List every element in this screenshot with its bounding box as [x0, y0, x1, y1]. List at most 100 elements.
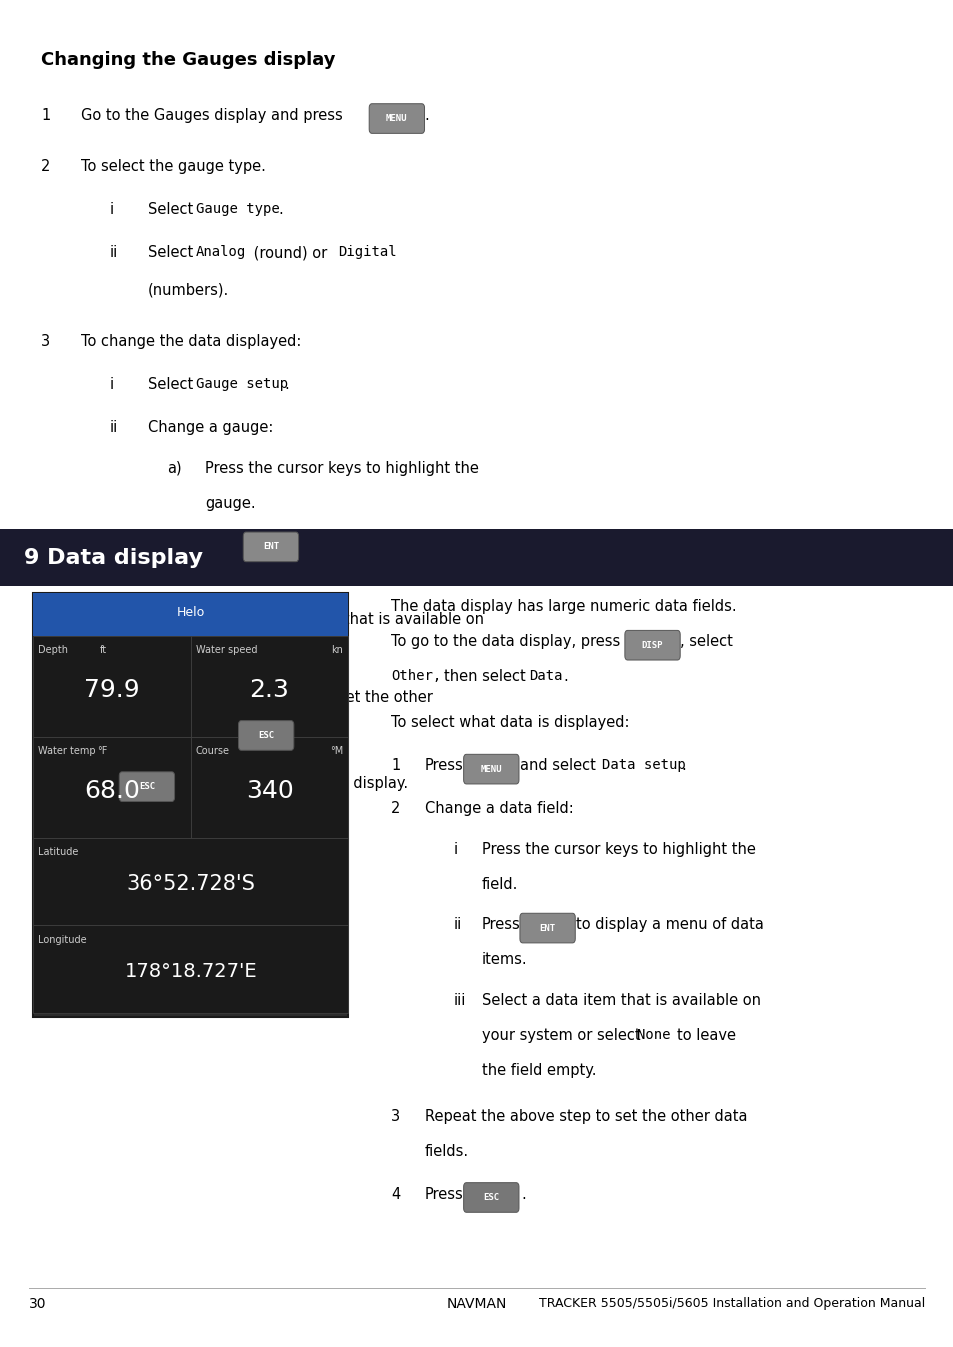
Text: °M: °M [330, 746, 343, 756]
Text: Change a data field:: Change a data field: [424, 801, 573, 816]
Text: Digital: Digital [337, 245, 395, 259]
Text: ii: ii [110, 245, 118, 260]
Text: TRACKER 5505/5505i/5605 Installation and Operation Manual: TRACKER 5505/5505i/5605 Installation and… [538, 1297, 924, 1311]
Text: Other,: Other, [391, 669, 441, 683]
FancyBboxPatch shape [243, 532, 298, 562]
Text: your system.: your system. [205, 647, 300, 661]
Text: 178°18.727'E: 178°18.727'E [124, 962, 257, 982]
Text: None: None [637, 1028, 670, 1041]
Text: to leave: to leave [677, 1028, 736, 1043]
Text: ESC: ESC [258, 731, 274, 740]
Text: 4: 4 [41, 776, 51, 791]
Text: Course: Course [195, 746, 230, 756]
Text: and select: and select [519, 758, 596, 773]
Text: The data display has large numeric data fields.: The data display has large numeric data … [391, 599, 736, 614]
Text: iii: iii [453, 993, 465, 1008]
Text: MENU: MENU [386, 114, 407, 123]
Text: 340: 340 [245, 780, 294, 803]
Text: Longitude: Longitude [38, 935, 87, 944]
Text: 3: 3 [391, 1109, 400, 1123]
Text: ii: ii [110, 420, 118, 435]
Text: ESC: ESC [139, 783, 154, 791]
Bar [191, 636, 348, 737]
Text: 4: 4 [391, 1187, 400, 1202]
Text: DISP: DISP [641, 641, 662, 649]
Text: to display a menu of data: to display a menu of data [576, 917, 763, 932]
Text: , select: , select [679, 634, 732, 649]
Text: 2: 2 [41, 159, 51, 174]
Text: items.: items. [205, 571, 251, 586]
Text: ENT: ENT [539, 924, 555, 932]
Text: to display a menu of data: to display a menu of data [300, 536, 488, 551]
Text: .: . [680, 758, 685, 773]
Text: Select a data item that is available on: Select a data item that is available on [481, 993, 760, 1008]
Text: To go to the data display, press: To go to the data display, press [391, 634, 619, 649]
FancyBboxPatch shape [0, 529, 953, 586]
Text: kn: kn [332, 645, 343, 655]
FancyBboxPatch shape [33, 593, 348, 636]
Text: Press: Press [424, 758, 463, 773]
Text: to return to the Gauges display.: to return to the Gauges display. [176, 776, 408, 791]
FancyBboxPatch shape [624, 630, 679, 660]
Text: °F: °F [97, 746, 107, 756]
Text: Data: Data [529, 669, 562, 683]
Text: fields.: fields. [424, 1144, 468, 1158]
Text: Press the cursor keys to highlight the: Press the cursor keys to highlight the [481, 842, 755, 857]
Text: ft: ft [100, 645, 107, 655]
Text: i: i [453, 842, 456, 857]
Text: Select: Select [148, 245, 197, 260]
Bar [191, 737, 348, 838]
Text: items.: items. [481, 952, 527, 967]
Bar [33, 838, 348, 925]
Text: Go to the Gauges display and press: Go to the Gauges display and press [81, 108, 342, 123]
Text: 2.3: 2.3 [250, 679, 289, 702]
Text: Data setup: Data setup [601, 758, 685, 772]
Text: Water temp: Water temp [38, 746, 95, 756]
Text: Repeat the above step to set the other data: Repeat the above step to set the other d… [424, 1109, 746, 1123]
Text: gauges. Press: gauges. Press [148, 725, 250, 740]
FancyBboxPatch shape [463, 754, 518, 784]
Text: .: . [563, 669, 568, 684]
Text: ENT: ENT [263, 543, 278, 551]
Text: Changing the Gauges display: Changing the Gauges display [41, 51, 335, 69]
FancyBboxPatch shape [238, 721, 294, 750]
Text: Press: Press [81, 776, 120, 791]
Text: (round) or: (round) or [249, 245, 332, 260]
Text: c): c) [167, 612, 180, 626]
Text: Press the cursor keys to highlight the: Press the cursor keys to highlight the [205, 461, 478, 475]
Text: field.: field. [481, 877, 517, 892]
Bar [33, 636, 191, 737]
Text: Latitude: Latitude [38, 847, 78, 857]
Text: NAVMAN: NAVMAN [446, 1297, 507, 1311]
Text: a): a) [167, 461, 181, 475]
Text: i: i [110, 377, 113, 392]
FancyBboxPatch shape [369, 104, 424, 133]
Text: .: . [284, 377, 289, 392]
Text: .: . [278, 202, 283, 217]
Text: the field empty.: the field empty. [481, 1063, 596, 1078]
Text: To select what data is displayed:: To select what data is displayed: [391, 715, 629, 730]
Text: b): b) [167, 536, 182, 551]
Text: Depth: Depth [38, 645, 68, 655]
Text: ii: ii [453, 917, 461, 932]
Text: 2: 2 [391, 801, 400, 816]
Text: Select: Select [148, 377, 197, 392]
Text: Press: Press [205, 536, 244, 551]
Bar [33, 925, 348, 1013]
Text: Repeat the above step to set the other: Repeat the above step to set the other [148, 690, 433, 704]
Text: iii: iii [110, 690, 122, 704]
Text: Select: Select [148, 202, 197, 217]
Text: Gauge setup: Gauge setup [195, 377, 288, 391]
Text: To select the gauge type.: To select the gauge type. [81, 159, 266, 174]
Text: 3: 3 [41, 334, 51, 349]
Text: .: . [520, 1187, 525, 1202]
FancyBboxPatch shape [519, 913, 575, 943]
Text: 36°52.728'S: 36°52.728'S [126, 874, 255, 894]
Text: .: . [424, 108, 429, 123]
Text: i: i [110, 202, 113, 217]
Text: Change a gauge:: Change a gauge: [148, 420, 273, 435]
Text: your system or select: your system or select [481, 1028, 639, 1043]
Text: Select a data item that is available on: Select a data item that is available on [205, 612, 483, 626]
Text: Gauge type: Gauge type [195, 202, 279, 216]
Text: To change the data displayed:: To change the data displayed: [81, 334, 301, 349]
